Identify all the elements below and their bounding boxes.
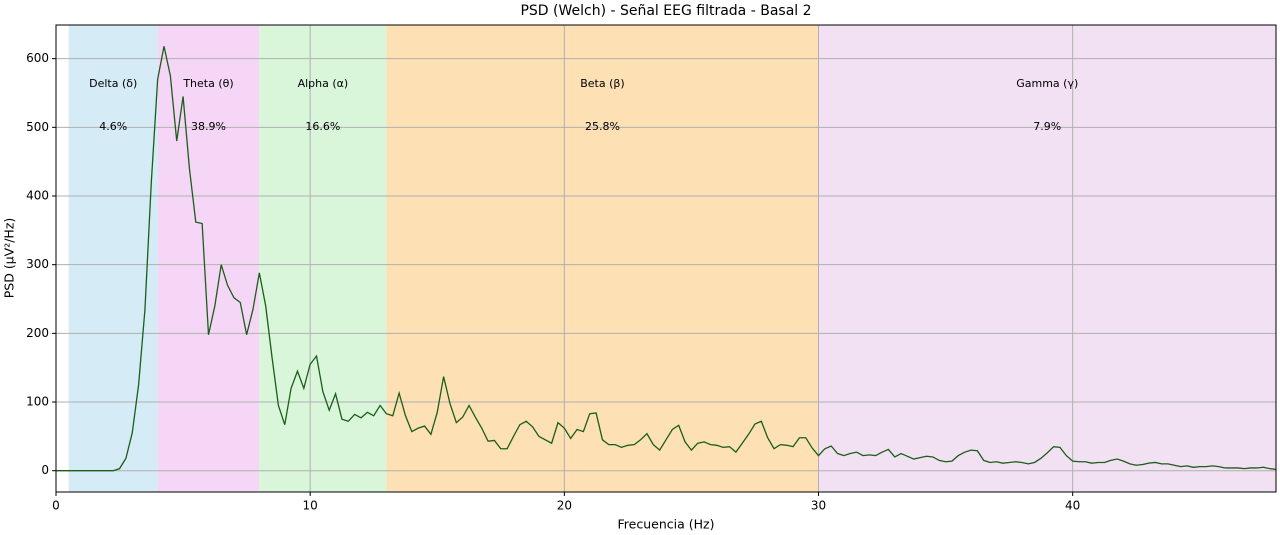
x-tick-label: 20: [557, 499, 572, 513]
y-tick-label: 0: [41, 463, 49, 477]
x-tick-label: 40: [1065, 499, 1080, 513]
y-tick-label: 600: [26, 51, 49, 65]
frequency-band: [68, 25, 158, 492]
x-tick-label: 0: [52, 499, 60, 513]
frequency-band: [259, 25, 387, 492]
band-percent: 38.9%: [191, 120, 226, 133]
band-label: Theta (θ): [182, 77, 233, 90]
band-percent: 16.6%: [305, 120, 340, 133]
x-tick-label: 30: [811, 499, 826, 513]
x-axis-label: Frecuencia (Hz): [618, 517, 715, 532]
y-tick-label: 300: [26, 257, 49, 271]
band-label: Beta (β): [580, 77, 624, 90]
plot-frame: [55, 24, 1277, 493]
psd-line: [56, 46, 1277, 472]
chart-title: PSD (Welch) - Señal EEG filtrada - Basal…: [520, 3, 811, 19]
y-tick-label: 100: [26, 395, 49, 409]
frequency-band: [386, 25, 819, 492]
band-label: Gamma (γ): [1016, 77, 1078, 90]
band-label: Alpha (α): [298, 77, 349, 90]
y-tick-label: 400: [26, 189, 49, 203]
band-percent: 4.6%: [99, 120, 127, 133]
frequency-band: [157, 25, 260, 492]
y-tick-label: 500: [26, 120, 49, 134]
band-percent: 25.8%: [585, 120, 620, 133]
band-label: Delta (δ): [89, 77, 137, 90]
frequency-band: [818, 25, 1276, 492]
band-percent: 7.9%: [1033, 120, 1061, 133]
y-tick-label: 200: [26, 326, 49, 340]
y-axis-label: PSD (µV²/Hz): [2, 218, 17, 299]
x-tick-label: 10: [303, 499, 318, 513]
